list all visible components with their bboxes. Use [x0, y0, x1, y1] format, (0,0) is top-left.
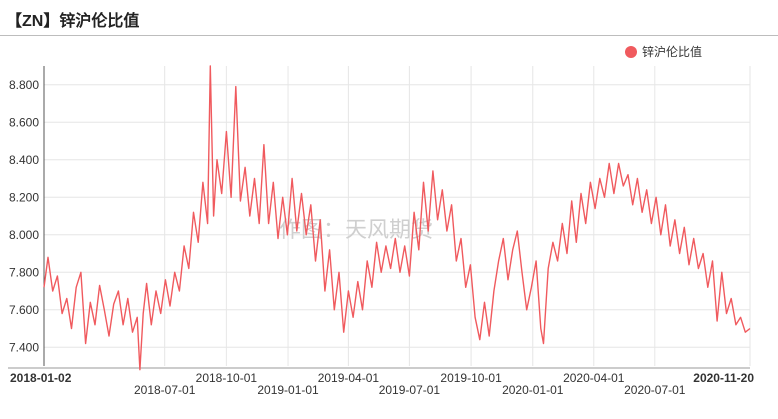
y-tick-label: 8.600: [9, 115, 39, 129]
x-tick-label: 2020-01-01: [502, 383, 564, 397]
y-tick-label: 7.600: [9, 303, 39, 317]
y-tick-label: 8.400: [9, 153, 39, 167]
series-layer: [43, 65, 751, 371]
x-tick-label: 2019-10-01: [440, 371, 502, 385]
y-tick-label: 7.400: [9, 340, 39, 354]
y-tick-label: 7.800: [9, 265, 39, 279]
y-tick-label: 8.200: [9, 190, 39, 204]
x-tick-label: 2020-04-01: [563, 371, 625, 385]
y-tick-label: 8.000: [9, 228, 39, 242]
y-axis: 7.400 7.600 7.800 8.000 8.200 8.400 8.600 8.800: [9, 66, 45, 366]
legend-label: 锌沪伦比值: [641, 45, 702, 59]
series-line: [43, 65, 751, 371]
page-title: 【ZN】锌沪伦比值: [6, 13, 140, 30]
x-tick-label: 2020-07-01: [624, 383, 686, 397]
x-tick-label: 2020-11-20: [693, 371, 754, 385]
x-tick-label: 2019-01-01: [257, 383, 319, 397]
grid-lines: [43, 66, 751, 366]
x-tick-label: 2019-04-01: [318, 371, 380, 385]
title-bar: 【ZN】锌沪伦比值: [0, 0, 778, 36]
x-tick-label: 2019-07-01: [379, 383, 441, 397]
watermark: 作图：天风期货: [279, 217, 433, 242]
y-tick-label: 8.800: [9, 78, 39, 92]
chart-legend[interactable]: 锌沪伦比值: [624, 43, 702, 60]
title-divider: [0, 35, 778, 36]
x-tick-label: 2018-01-02: [10, 371, 72, 385]
x-axis: 2018-01-02 2018-10-01 2019-04-01 2019-10-01…: [8, 367, 754, 397]
legend-marker-icon: [624, 45, 637, 58]
x-tick-label: 2018-10-01: [196, 371, 258, 385]
x-tick-label: 2018-07-01: [134, 383, 196, 397]
